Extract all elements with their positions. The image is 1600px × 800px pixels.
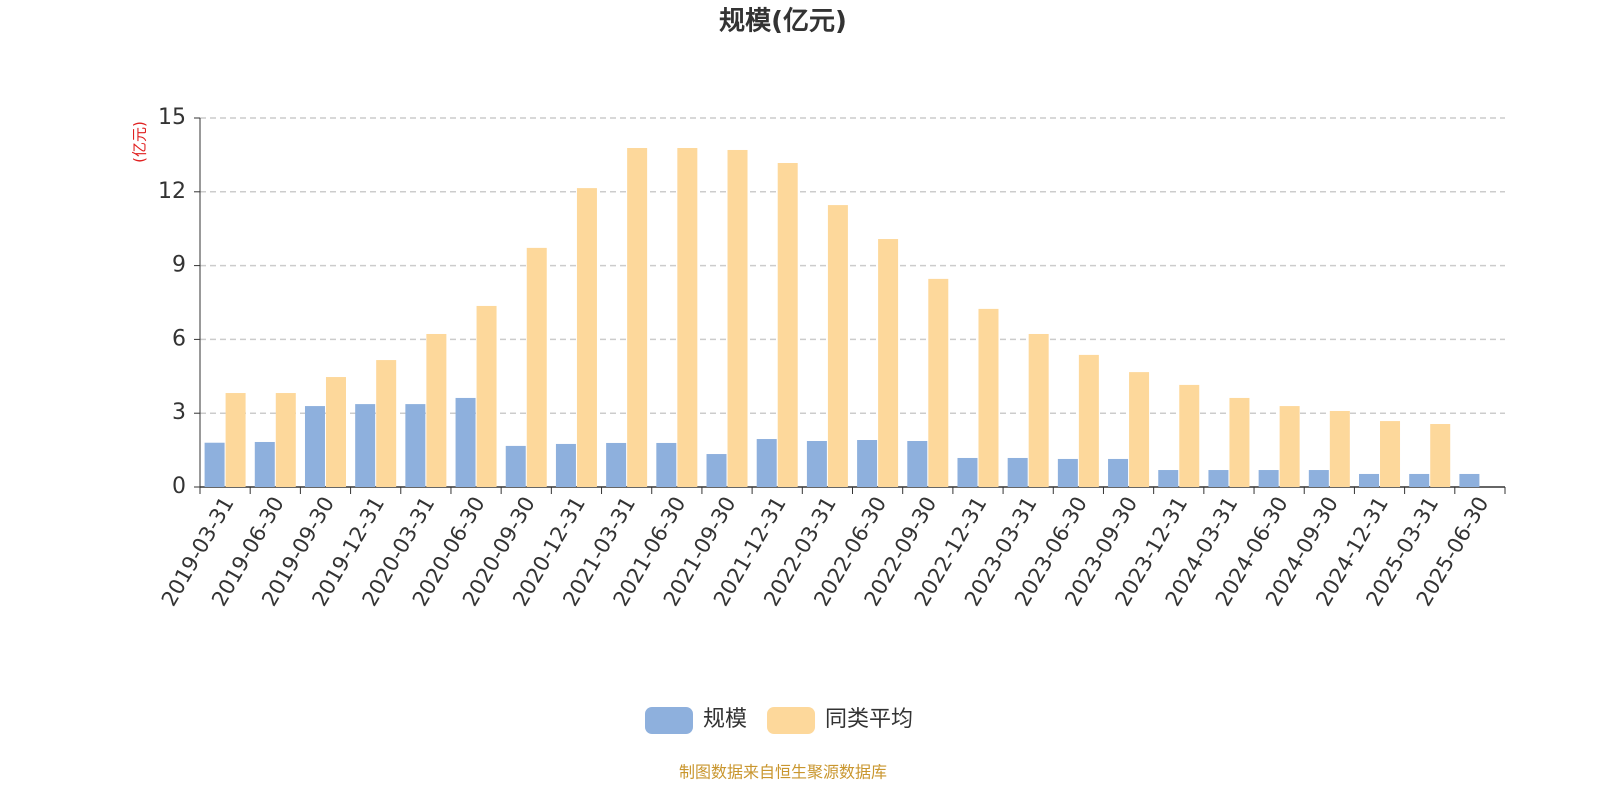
y-tick-label: 12 [158, 179, 186, 204]
bar [907, 440, 928, 487]
bar [1258, 470, 1279, 487]
y-tick-label: 6 [172, 326, 186, 351]
bar [928, 278, 949, 487]
y-tick-label: 9 [172, 253, 186, 278]
bar [275, 393, 296, 487]
bar [355, 404, 376, 487]
bar [1078, 354, 1099, 487]
bar [1359, 473, 1380, 487]
bar [827, 205, 848, 488]
bar [455, 397, 476, 487]
bar [405, 404, 426, 487]
bar [1279, 406, 1300, 487]
bar [777, 163, 798, 487]
bar [1158, 470, 1179, 487]
bar [1108, 458, 1129, 487]
bar [1329, 410, 1350, 487]
bar [878, 239, 899, 487]
y-tick-label: 15 [158, 105, 186, 130]
bar [505, 445, 526, 487]
bar [978, 308, 999, 487]
bar [204, 442, 225, 487]
chart-title: 规模(亿元) [719, 7, 847, 37]
bar [1229, 397, 1250, 487]
bar [555, 443, 576, 487]
y-tick-label: 3 [172, 400, 186, 425]
bar [727, 149, 748, 488]
bar [1057, 458, 1078, 487]
source-note: 制图数据来自恒生聚源数据库 [679, 763, 887, 782]
bar [627, 148, 648, 487]
bar [1179, 384, 1200, 487]
bar [756, 439, 777, 487]
bar [376, 360, 397, 487]
bar [576, 188, 597, 488]
bar [1459, 473, 1480, 487]
bar [606, 442, 627, 487]
bar [1409, 473, 1430, 487]
bar [225, 393, 246, 487]
bar [656, 442, 677, 487]
y-tick-label: 0 [172, 474, 186, 499]
bar [1208, 470, 1229, 487]
bar [806, 440, 827, 487]
bar [1007, 457, 1028, 487]
bar [254, 441, 275, 487]
y-axis-label: (亿元) [131, 121, 149, 163]
bar [426, 333, 447, 487]
bar [1430, 424, 1451, 487]
bar [476, 305, 497, 487]
bar [1380, 421, 1401, 487]
bar [957, 457, 978, 487]
bar [1028, 333, 1049, 487]
bar [304, 406, 325, 487]
bar [325, 377, 346, 487]
legend-label: 同类平均 [825, 707, 913, 732]
bar [1129, 372, 1150, 487]
bar [706, 454, 727, 487]
legend-label: 规模 [703, 707, 747, 732]
legend-swatch [645, 707, 693, 734]
bar [677, 148, 698, 487]
bar [857, 440, 878, 487]
bar [1308, 470, 1329, 487]
bar [526, 247, 547, 487]
legend-swatch [767, 707, 816, 734]
